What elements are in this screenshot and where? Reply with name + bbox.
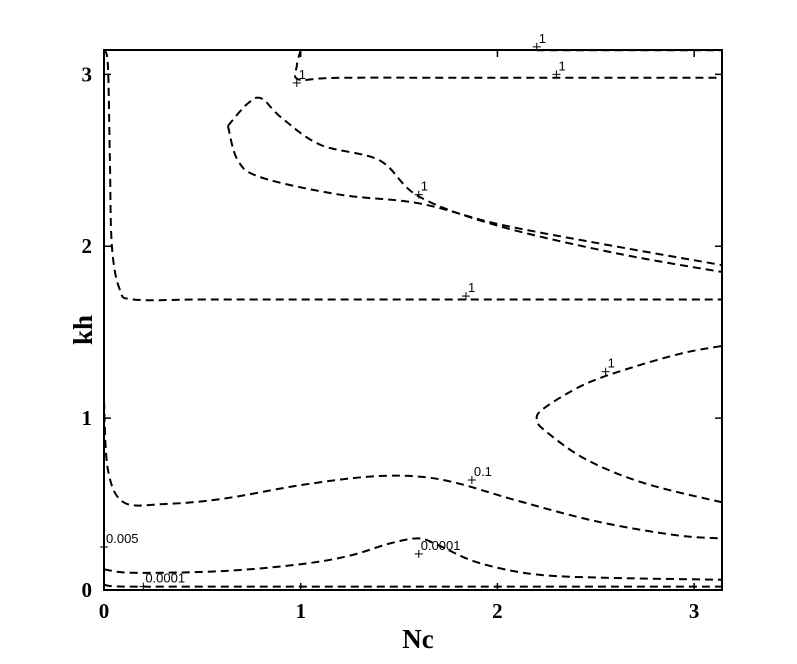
contour-level-label: 1	[558, 58, 565, 73]
x-axis-label: Nc	[402, 624, 433, 654]
contour-line-0_0001	[104, 537, 722, 581]
x-tick-label: 2	[492, 599, 503, 623]
y-tick-label: 3	[82, 62, 93, 86]
x-tick-label: 0	[99, 599, 110, 623]
contour-level-label: 1	[421, 179, 428, 194]
contour-level-label: 1	[608, 356, 615, 371]
contour-level-label: 0.005	[106, 531, 139, 546]
contour-level-label: 1	[468, 280, 475, 295]
contour-line-0_0001	[104, 583, 722, 588]
y-axis-label: kh	[68, 315, 98, 345]
contour-level-label: 1	[539, 31, 546, 46]
x-tick-label: 1	[295, 599, 306, 623]
y-tick-label: 2	[82, 234, 93, 258]
contour-line-0_1	[104, 400, 722, 540]
contour-level-label: 0.1	[474, 464, 492, 479]
contour-level-label: 0.0001	[421, 538, 461, 553]
contour-level-label: 1	[299, 67, 306, 82]
contour-level-label: 0.0001	[145, 571, 185, 586]
plot-frame	[103, 49, 723, 591]
contour-line-1	[535, 344, 722, 504]
contour-line-1	[293, 50, 722, 82]
x-tick-label: 3	[689, 599, 700, 623]
y-tick-label: 0	[82, 578, 93, 602]
contour-line-1	[226, 125, 722, 267]
y-tick-label: 1	[82, 406, 93, 430]
contour-line-1	[104, 50, 722, 302]
contour-line-1	[227, 96, 722, 273]
